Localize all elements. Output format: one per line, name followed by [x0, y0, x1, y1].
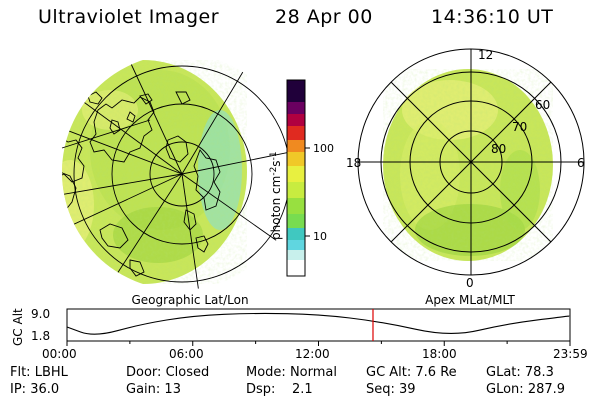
time-tick-0600: 06:00	[169, 347, 204, 361]
info-ip: IP: 36.0	[10, 382, 60, 397]
geographic-caption: Geographic Lat/Lon	[131, 293, 248, 307]
mlt-label-12: 12	[478, 48, 493, 62]
colorbar-tick-100: 100	[313, 142, 334, 155]
info-seq: Seq: 39	[366, 382, 416, 397]
intensity-colorbar: 100 10 photon cm-2s-1	[269, 79, 334, 277]
mlt-label-6: 6	[577, 156, 585, 170]
instrument-title: Ultraviolet Imager	[38, 6, 220, 28]
time-tick-1200: 12:00	[295, 347, 330, 361]
alt-ytick-high: 9.0	[31, 307, 50, 321]
mlat-label-70: 70	[512, 120, 527, 134]
observation-time: 14:36:10 UT	[431, 6, 554, 28]
info-gc-alt: GC Alt: 7.6 Re	[366, 365, 457, 380]
time-tick-2359: 23:59	[553, 347, 588, 361]
info-gain: Gain: 13	[126, 382, 181, 397]
observation-date: 28 Apr 00	[275, 6, 373, 28]
altitude-plot: GC Alt 9.0 1.8 00:00 06:00 12:00 18:00 2…	[11, 307, 588, 361]
info-flt: Flt: LBHL	[10, 365, 68, 380]
geographic-image-panel: Geographic Lat/Lon	[61, 54, 298, 307]
info-mode: Mode: Normal	[246, 365, 337, 380]
alt-ylabel: GC Alt	[11, 308, 25, 346]
mlat-label-80: 80	[491, 142, 506, 156]
altitude-curve	[66, 312, 571, 335]
magnetic-caption: Apex MLat/MLT	[425, 293, 515, 307]
colorbar-label: photon cm-2s-1	[269, 151, 283, 240]
coastline-outlines	[62, 91, 221, 277]
info-dsp: Dsp: 2.1	[246, 382, 313, 397]
info-door: Door: Closed	[126, 365, 210, 380]
time-tick-0000: 00:00	[42, 347, 77, 361]
colorbar-tick-10: 10	[313, 230, 327, 243]
time-tick-1800: 18:00	[422, 347, 457, 361]
magnetic-image-panel: 12 0 18 6 60 70 80 Apex MLat/MLT	[346, 48, 585, 307]
mlat-label-60: 60	[535, 98, 550, 112]
alt-ytick-low: 1.8	[31, 329, 50, 343]
mlat-grid	[357, 48, 585, 276]
mlt-label-18: 18	[346, 156, 361, 170]
info-glat: GLat: 78.3	[486, 365, 554, 380]
mlt-label-0: 0	[466, 276, 474, 290]
info-glon: GLon: 287.9	[486, 382, 566, 397]
